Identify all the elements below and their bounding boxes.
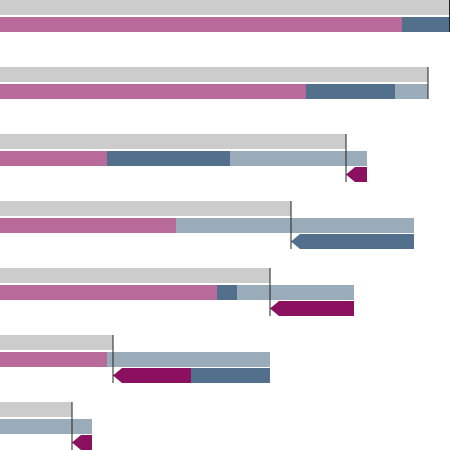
- bar-segment: [0, 17, 402, 32]
- bar-segment: [0, 285, 217, 300]
- bar-segment: [0, 151, 107, 166]
- bar-segment: [176, 218, 414, 233]
- bar-segment: [230, 151, 367, 166]
- target-bar: [0, 0, 450, 15]
- arrow-segment: [291, 234, 414, 249]
- bar-segment: [0, 419, 92, 434]
- bar-segment: [306, 84, 395, 99]
- target-bar: [0, 268, 270, 283]
- bar-segment: [0, 84, 306, 99]
- arrow-segment: [72, 435, 92, 450]
- target-bar: [0, 335, 113, 350]
- bar-segment: [395, 84, 428, 99]
- target-bar: [0, 201, 291, 216]
- bar-segment: [107, 352, 270, 367]
- arrow-segment: [113, 368, 191, 383]
- bar-segment: [402, 17, 450, 32]
- target-bar: [0, 402, 72, 417]
- bar-segment: [217, 285, 237, 300]
- arrow-segment: [270, 301, 354, 316]
- bar-segment: [107, 151, 230, 166]
- target-bar: [0, 67, 428, 82]
- bar-segment: [0, 352, 107, 367]
- bar-segment: [237, 285, 354, 300]
- target-bar: [0, 134, 346, 149]
- arrow-segment: [191, 368, 270, 383]
- bar-segment: [0, 218, 176, 233]
- arrow-segment: [346, 167, 367, 182]
